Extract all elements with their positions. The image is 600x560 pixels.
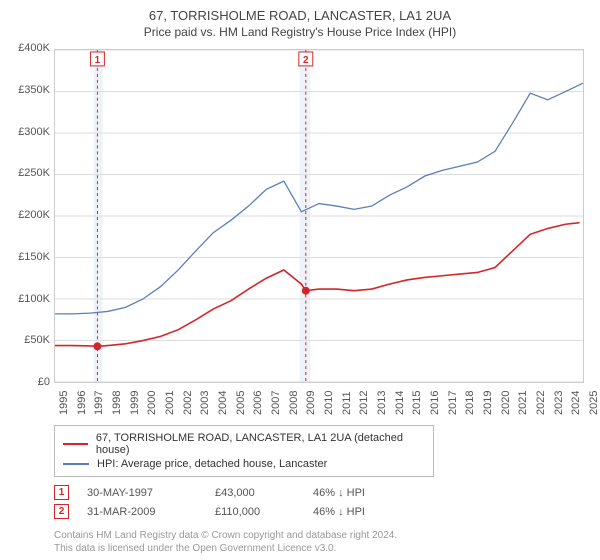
event-marker-icon: 2 (54, 504, 69, 519)
y-tick-label: £250K (10, 167, 50, 179)
x-tick-label: 2001 (164, 391, 168, 415)
event-date: 31-MAR-2009 (87, 506, 197, 518)
y-tick-label: £200K (10, 209, 50, 221)
table-row: 1 30-MAY-1997 £43,000 46% ↓ HPI (54, 483, 590, 502)
x-tick-label: 2007 (270, 391, 274, 415)
x-tick-label: 2006 (252, 391, 256, 415)
x-tick-label: 2019 (482, 391, 486, 415)
x-tick-label: 2011 (341, 391, 345, 415)
footer: Contains HM Land Registry data © Crown c… (54, 529, 590, 555)
y-tick-label: £400K (10, 42, 50, 54)
event-delta: 46% ↓ HPI (313, 506, 365, 518)
x-tick-label: 1999 (129, 391, 133, 415)
x-tick-label: 2002 (182, 391, 186, 415)
x-tick-label: 2004 (217, 391, 221, 415)
chart-container: 12 £0£50K£100K£150K£200K£250K£300K£350K£… (10, 45, 590, 419)
x-tick-label: 1996 (76, 391, 80, 415)
page-title: 67, TORRISHOLME ROAD, LANCASTER, LA1 2UA (10, 8, 590, 23)
page-subtitle: Price paid vs. HM Land Registry's House … (10, 25, 590, 39)
legend-swatch (63, 443, 88, 445)
legend-item: 67, TORRISHOLME ROAD, LANCASTER, LA1 2UA… (63, 431, 425, 457)
event-table: 1 30-MAY-1997 £43,000 46% ↓ HPI 2 31-MAR… (54, 483, 590, 521)
x-tick-label: 2016 (429, 391, 433, 415)
y-tick-label: £300K (10, 126, 50, 138)
x-tick-label: 2008 (288, 391, 292, 415)
event-delta: 46% ↓ HPI (313, 487, 365, 499)
chart-svg: 12 (55, 50, 583, 382)
svg-text:1: 1 (95, 55, 101, 66)
x-tick-label: 2023 (553, 391, 557, 415)
table-row: 2 31-MAR-2009 £110,000 46% ↓ HPI (54, 502, 590, 521)
legend-label: 67, TORRISHOLME ROAD, LANCASTER, LA1 2UA… (96, 432, 425, 456)
event-date: 30-MAY-1997 (87, 487, 197, 499)
x-tick-label: 2005 (235, 391, 239, 415)
legend-swatch (63, 463, 89, 465)
y-tick-label: £50K (10, 334, 50, 346)
legend: 67, TORRISHOLME ROAD, LANCASTER, LA1 2UA… (54, 425, 434, 477)
x-tick-label: 2009 (305, 391, 309, 415)
y-tick-label: £350K (10, 84, 50, 96)
x-tick-label: 1997 (93, 391, 97, 415)
x-tick-label: 1995 (58, 391, 62, 415)
footer-line: This data is licensed under the Open Gov… (54, 542, 590, 555)
x-tick-label: 2017 (447, 391, 451, 415)
x-tick-label: 2024 (570, 391, 574, 415)
x-tick-label: 2015 (411, 391, 415, 415)
svg-text:2: 2 (303, 55, 309, 66)
x-tick-label: 2010 (323, 391, 327, 415)
plot-area: 12 (54, 49, 584, 383)
y-tick-label: £0 (10, 376, 50, 388)
y-tick-label: £100K (10, 293, 50, 305)
x-tick-label: 2012 (358, 391, 362, 415)
x-tick-label: 2022 (535, 391, 539, 415)
legend-label: HPI: Average price, detached house, Lanc… (97, 458, 327, 470)
x-tick-label: 2020 (500, 391, 504, 415)
x-tick-label: 2018 (464, 391, 468, 415)
footer-line: Contains HM Land Registry data © Crown c… (54, 529, 590, 542)
x-tick-label: 2013 (376, 391, 380, 415)
x-tick-label: 2003 (199, 391, 203, 415)
legend-item: HPI: Average price, detached house, Lanc… (63, 457, 425, 471)
x-tick-label: 2014 (394, 391, 398, 415)
x-tick-label: 2021 (517, 391, 521, 415)
y-tick-label: £150K (10, 251, 50, 263)
event-price: £110,000 (215, 506, 295, 518)
event-marker-icon: 1 (54, 485, 69, 500)
x-tick-label: 2000 (146, 391, 150, 415)
event-price: £43,000 (215, 487, 295, 499)
x-tick-label: 2025 (588, 391, 592, 415)
x-tick-label: 1998 (111, 391, 115, 415)
